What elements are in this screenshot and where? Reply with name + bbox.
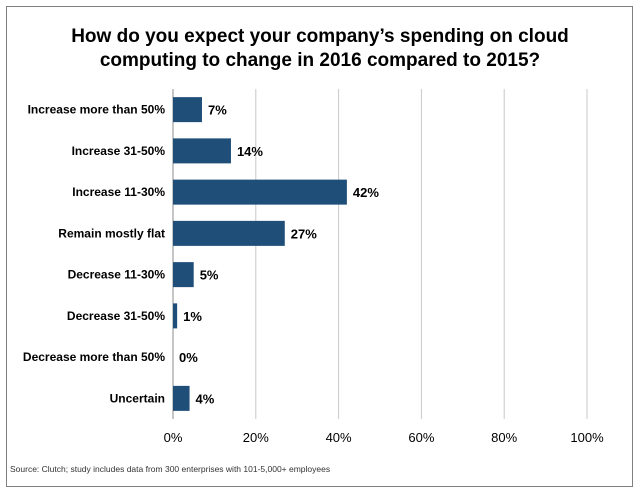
bar-chart: How do you expect your company’s spendin… — [10, 26, 604, 474]
gridlines — [255, 89, 588, 419]
category-label-7: Decrease more than 50% — [23, 350, 165, 364]
data-label-8: 4% — [196, 391, 215, 406]
category-label-1: Increase more than 50% — [28, 103, 166, 117]
x-tick-labels: 0% 20% 40% 60% 80% 100% — [164, 430, 604, 445]
category-label-6: Decrease 31-50% — [67, 309, 165, 323]
data-label-2: 14% — [237, 144, 263, 159]
data-labels: 7% 14% 42% 27% 5% 1% 0% 4% — [179, 103, 379, 407]
bar-1 — [173, 97, 202, 123]
bars — [173, 97, 347, 411]
x-tick-label-100: 100% — [570, 430, 604, 445]
data-label-1: 7% — [208, 103, 227, 118]
chart-title-line-1: How do you expect your company’s spendin… — [71, 26, 569, 47]
category-label-2: Increase 31-50% — [72, 144, 166, 158]
bar-5 — [173, 262, 194, 288]
category-label-8: Uncertain — [110, 391, 165, 405]
category-labels: Increase more than 50% Increase 31-50% Inc… — [23, 103, 165, 406]
chart-frame: How do you expect your company’s spendin… — [6, 6, 633, 487]
chart-title: How do you expect your company’s spendin… — [71, 26, 569, 71]
data-label-6: 1% — [183, 309, 202, 324]
bar-2 — [173, 138, 231, 164]
bar-4 — [173, 220, 285, 246]
data-label-7: 0% — [179, 350, 198, 365]
x-tick-label-80: 80% — [491, 430, 517, 445]
bar-6 — [173, 303, 178, 329]
category-label-5: Decrease 11-30% — [68, 268, 166, 282]
x-tick-label-60: 60% — [408, 430, 434, 445]
data-label-3: 42% — [353, 185, 379, 200]
data-label-5: 5% — [200, 268, 219, 283]
bar-8 — [173, 385, 190, 411]
x-tick-label-40: 40% — [326, 430, 352, 445]
x-tick-label-20: 20% — [243, 430, 269, 445]
data-label-4: 27% — [291, 226, 317, 241]
category-label-4: Remain mostly flat — [58, 226, 165, 240]
source-note: Source: Clutch; study includes data from… — [10, 464, 330, 474]
chart-title-line-2: computing to change in 2016 compared to … — [100, 50, 540, 71]
category-label-3: Increase 11-30% — [72, 185, 165, 199]
x-tick-label-0: 0% — [164, 430, 183, 445]
bar-3 — [173, 179, 347, 205]
